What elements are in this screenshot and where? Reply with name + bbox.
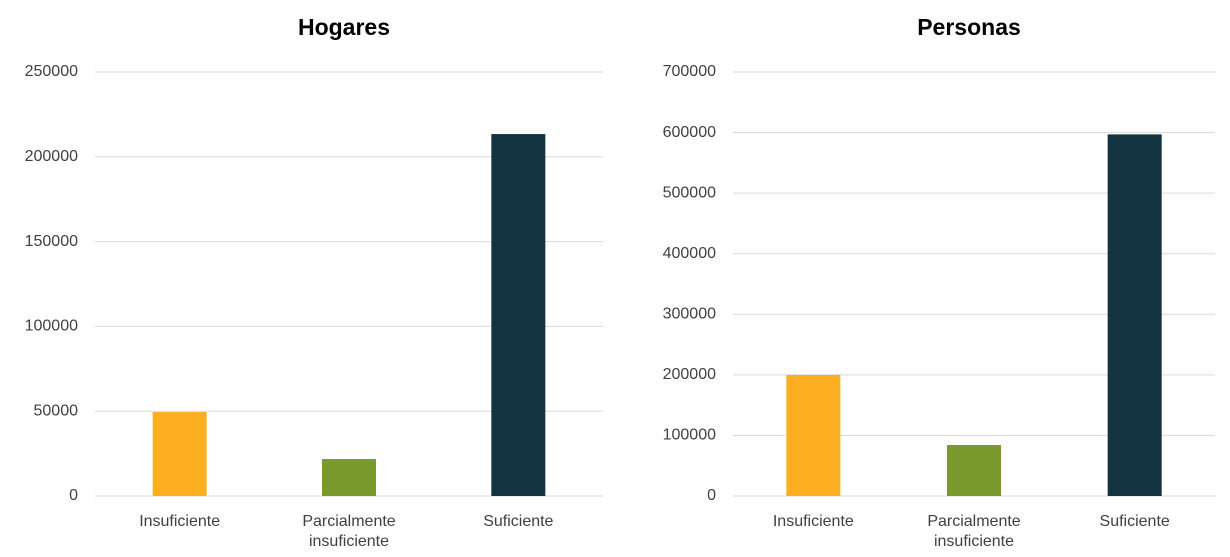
x-tick-label-box: Suficiente — [483, 513, 554, 530]
y-tick-label: 0 — [707, 487, 716, 504]
x-tick-label-box: Suficiente — [1099, 513, 1170, 530]
bar — [786, 374, 841, 496]
bar — [1107, 134, 1162, 497]
y-tick-label: 500000 — [663, 184, 716, 201]
bar — [322, 459, 376, 496]
bar — [491, 134, 546, 496]
y-tick-label: 600000 — [663, 124, 716, 141]
x-tick-label: Insuficiente — [772, 513, 854, 530]
x-tick-label: Parcialmente insuficiente — [302, 513, 396, 550]
y-tick-label: 700000 — [663, 63, 716, 80]
x-tick-label-box: Parcialmente insuficiente — [302, 513, 396, 550]
y-tick-label: 200000 — [25, 148, 78, 165]
y-tick-label: 400000 — [663, 245, 716, 262]
x-tick-label: Parcialmente insuficiente — [927, 513, 1021, 550]
y-tick-label: 100000 — [25, 318, 78, 335]
y-tick-label: 50000 — [34, 402, 79, 419]
y-tick-label: 100000 — [663, 427, 716, 444]
x-tick-label-box: Insuficiente — [772, 513, 854, 530]
x-tick-label: Insuficiente — [139, 513, 221, 530]
x-tick-label: Suficiente — [483, 513, 554, 530]
y-tick-label: 0 — [69, 487, 78, 504]
y-tick-label: 200000 — [663, 366, 716, 383]
x-tick-label-box: Insuficiente — [139, 513, 221, 530]
bar — [947, 444, 1001, 496]
y-tick-label: 300000 — [663, 306, 716, 323]
chart-title: Hogares — [298, 14, 390, 40]
x-tick-label: Suficiente — [1099, 513, 1170, 530]
y-tick-label: 150000 — [25, 233, 78, 250]
bar — [152, 412, 207, 496]
y-tick-label: 250000 — [25, 63, 78, 80]
chart-title: Personas — [917, 14, 1021, 40]
x-tick-label-box: Parcialmente insuficiente — [927, 513, 1021, 550]
